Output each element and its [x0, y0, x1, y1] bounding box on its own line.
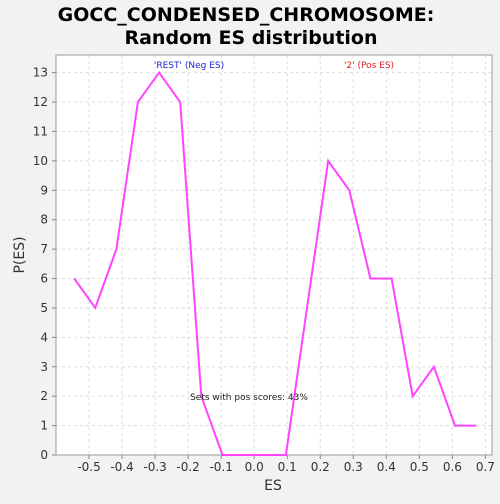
y-tick-label: 8 [40, 213, 48, 227]
grid [56, 55, 492, 456]
x-tick-label: 0.1 [278, 460, 297, 474]
y-tick-label: 9 [40, 183, 48, 197]
y-tick-label: 3 [40, 360, 48, 374]
chart-title-line-2: Random ES distribution [124, 27, 377, 49]
x-tick-label: 0.7 [476, 460, 495, 474]
x-tick-label: 0.6 [443, 460, 462, 474]
x-tick-label: -0.1 [209, 460, 232, 474]
y-tick-label: 7 [40, 242, 48, 256]
y-tick-label: 12 [33, 95, 48, 109]
series-layer [73, 70, 477, 456]
x-tick-label: 0.2 [311, 460, 330, 474]
y-tick-label: 2 [40, 389, 48, 403]
y-tick-label: 10 [33, 154, 48, 168]
y-tick-label: 1 [40, 419, 48, 433]
x-axis-label: ES [264, 478, 282, 494]
y-tick-label: 6 [40, 272, 48, 286]
x-tick-label: 0.3 [344, 460, 363, 474]
x-tick-label: 0.4 [377, 460, 396, 474]
y-axis-label: P(ES) [12, 236, 28, 273]
x-tick-label: -0.4 [110, 460, 133, 474]
y-tick-label: 0 [40, 448, 48, 462]
series-line [73, 70, 477, 456]
y-tick-label: 5 [40, 301, 48, 315]
x-tick-label: -0.5 [77, 460, 100, 474]
y-tick-label: 13 [33, 66, 48, 80]
neg-es-label: 'REST' (Neg ES) [154, 61, 224, 71]
x-tick-label: -0.3 [143, 460, 166, 474]
chart-title-line-1: GOCC_CONDENSED_CHROMOSOME: [58, 4, 435, 26]
y-tick-label: 11 [33, 124, 48, 138]
y-tick-label: 4 [40, 330, 48, 344]
x-tick-label: 0.5 [410, 460, 429, 474]
x-tick-label: 0.0 [245, 460, 264, 474]
x-tick-label: -0.2 [176, 460, 199, 474]
pos-scores-annotation: Sets with pos scores: 43% [190, 393, 308, 403]
pos-es-label: '2' (Pos ES) [344, 61, 394, 71]
